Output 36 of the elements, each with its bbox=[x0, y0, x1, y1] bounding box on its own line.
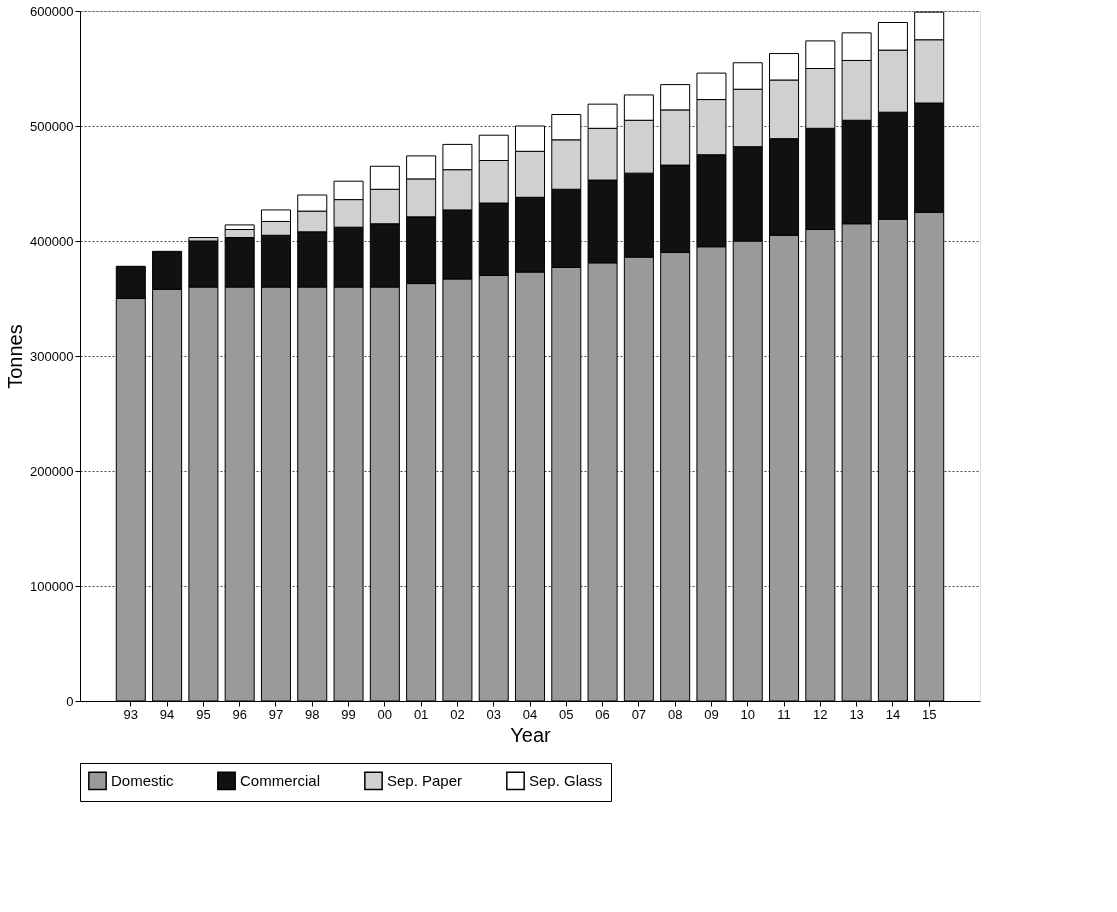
x-tick-label: 12 bbox=[813, 706, 828, 722]
legend-label: Domestic bbox=[111, 771, 175, 789]
x-tick-label: 97 bbox=[268, 706, 284, 722]
x-tick-label: 05 bbox=[559, 706, 574, 722]
x-tick-label: 93 bbox=[123, 706, 139, 722]
x-tick-label: 03 bbox=[486, 706, 501, 722]
x-tick-label: 10 bbox=[740, 706, 755, 722]
x-tick-label: 02 bbox=[450, 706, 465, 722]
x-tick-label: 98 bbox=[305, 706, 320, 722]
legend-label: Sep. Paper bbox=[387, 771, 463, 789]
legend-label: Commercial bbox=[240, 771, 321, 789]
x-tick-label: 95 bbox=[196, 706, 211, 722]
legend-label: Sep. Glass bbox=[529, 771, 603, 789]
x-tick-label: 15 bbox=[921, 706, 937, 722]
y-tick-label: 200000 bbox=[30, 463, 74, 479]
y-axis-title: Tonnes bbox=[4, 324, 27, 389]
y-tick-label: 600000 bbox=[30, 3, 74, 19]
x-tick-label: 04 bbox=[522, 706, 538, 722]
x-tick-label: 99 bbox=[341, 706, 356, 722]
x-axis-title: Year bbox=[510, 723, 552, 746]
y-tick-label: 100000 bbox=[30, 578, 74, 594]
x-tick-label: 96 bbox=[232, 706, 247, 722]
x-tick-label: 14 bbox=[885, 706, 901, 722]
x-tick-label: 06 bbox=[595, 706, 610, 722]
x-tick-label: 94 bbox=[159, 706, 175, 722]
y-tick-label: 400000 bbox=[30, 233, 74, 249]
x-tick-label: 08 bbox=[667, 706, 683, 722]
x-tick-label: 00 bbox=[377, 706, 393, 722]
x-tick-label: 11 bbox=[777, 706, 791, 722]
x-tick-label: 07 bbox=[631, 706, 647, 722]
x-tick-label: 09 bbox=[704, 706, 719, 722]
y-tick-label: 300000 bbox=[30, 348, 74, 364]
x-tick-label: 01 bbox=[413, 706, 429, 722]
x-tick-label: 13 bbox=[849, 706, 864, 722]
y-tick-label: 0 bbox=[66, 693, 74, 709]
y-tick-label: 500000 bbox=[30, 118, 74, 134]
